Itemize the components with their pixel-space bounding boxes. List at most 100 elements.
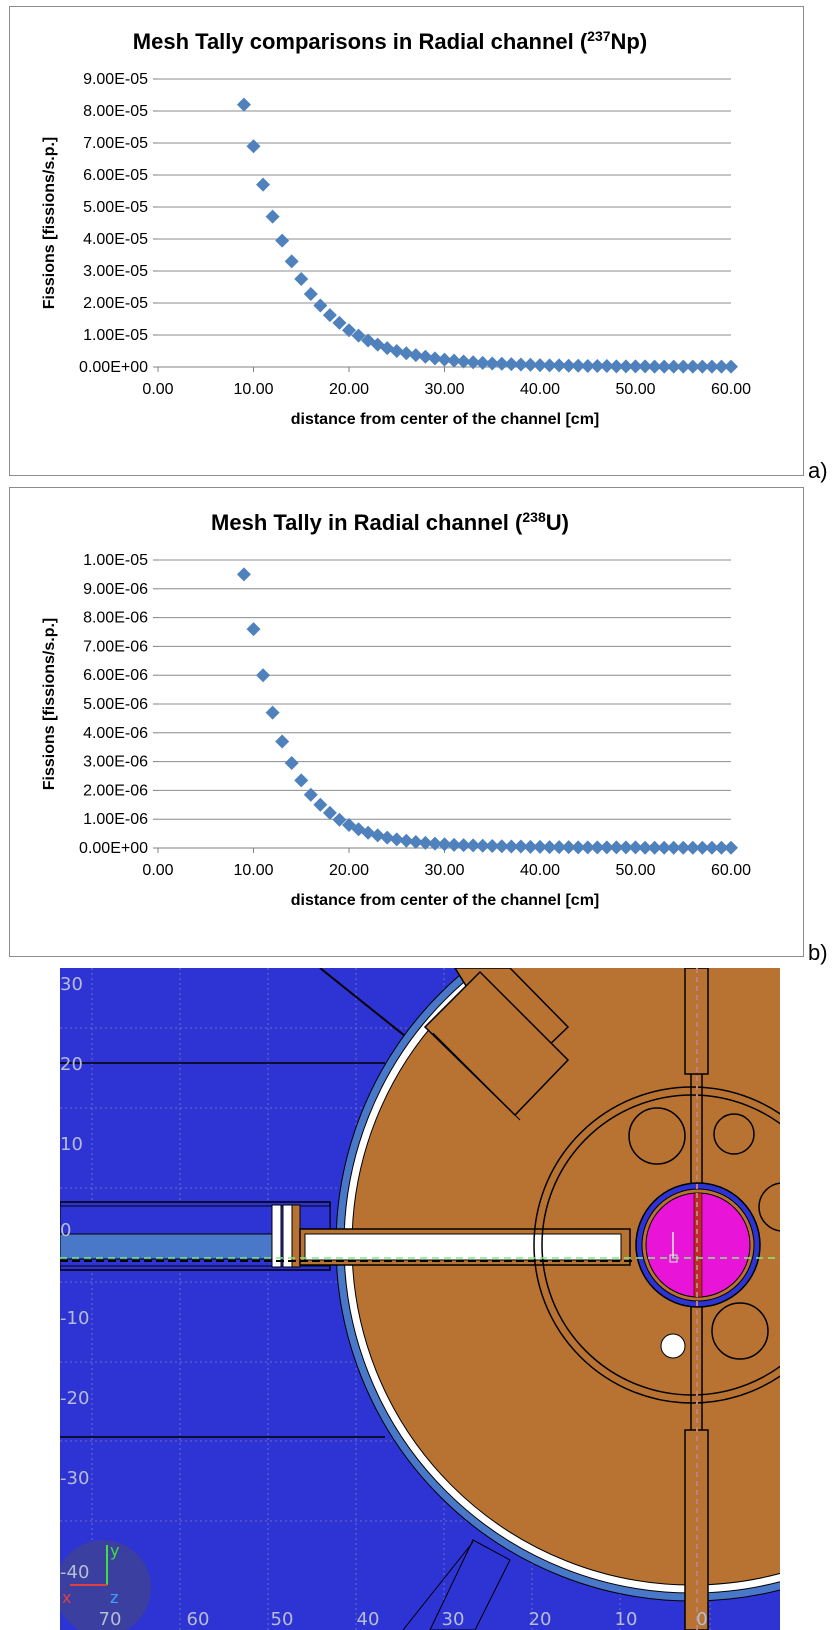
geo-x-tick-label: 0 (696, 1609, 707, 1630)
data-point (485, 356, 500, 371)
data-point (647, 840, 662, 855)
geo-x-tick-label: 40 (357, 1609, 380, 1630)
hole-4 (711, 1302, 769, 1360)
data-point (628, 359, 643, 374)
geo-x-tick-label: 20 (529, 1609, 552, 1630)
geometry-tick-labels: 30 20 10 0 -10 -20 -30 -40 70 60 50 40 30 20 10 0 (60, 974, 708, 1630)
data-point (284, 254, 299, 269)
data-point (236, 567, 251, 582)
data-point (494, 839, 509, 854)
y-tick-label: 1.00E-05 (83, 327, 148, 344)
data-point (618, 359, 633, 374)
x-tick-label: 10.00 (233, 381, 273, 398)
x-tick-label: 50.00 (615, 381, 655, 398)
y-axis-title: Fissions [fissions/s.p.] (41, 137, 58, 309)
geo-y-tick-label: -10 (60, 1308, 89, 1329)
data-point (265, 705, 280, 720)
data-point (695, 359, 710, 374)
data-point (399, 833, 414, 848)
data-point (236, 97, 251, 112)
data-point (580, 840, 595, 855)
data-point (265, 209, 280, 224)
data-point (456, 838, 471, 853)
data-point (676, 840, 691, 855)
geo-x-tick-label: 50 (271, 1609, 294, 1630)
data-point (380, 830, 395, 845)
data-point (275, 233, 290, 248)
data-point (638, 359, 653, 374)
data-point (418, 349, 433, 364)
data-point (408, 834, 423, 849)
chart-panel-a: Mesh Tally comparisons in Radial channel… (9, 6, 804, 476)
data-point (427, 836, 442, 851)
data-point (294, 773, 309, 788)
vertical-channel-top (684, 968, 709, 1075)
panel-label-a: a) (808, 458, 828, 483)
data-point (542, 358, 557, 373)
data-point (504, 839, 519, 854)
geo-y-tick-label: -40 (60, 1562, 89, 1583)
data-point (475, 838, 490, 853)
x-tick-label: 0.00 (142, 381, 173, 398)
x-axis-title: distance from center of the channel [cm] (291, 411, 600, 428)
data-point (647, 359, 662, 374)
data-point (389, 832, 404, 847)
data-point (246, 622, 261, 637)
data-point (322, 308, 337, 323)
chart-a-svg: Mesh Tally comparisons in Radial channel… (41, 28, 751, 428)
data-point (523, 839, 538, 854)
y-tick-label: 2.00E-06 (83, 782, 148, 799)
core-ring-outer (533, 1086, 780, 1404)
data-point (513, 357, 528, 372)
geo-x-tick-label: 70 (99, 1609, 122, 1630)
gizmo-z-label: z (110, 1588, 118, 1607)
data-point (284, 756, 299, 771)
data-point (676, 359, 691, 374)
data-point (275, 734, 290, 749)
x-tick-label: 20.00 (329, 381, 369, 398)
data-point (447, 353, 462, 368)
data-point (351, 822, 366, 837)
chart-title: Mesh Tally comparisons in Radial channel… (133, 28, 647, 54)
x-tick-label: 30.00 (424, 381, 464, 398)
y-tick-label: 7.00E-06 (83, 638, 148, 655)
angled-insert-edge (432, 1032, 521, 1121)
data-point (351, 328, 366, 343)
data-point (332, 315, 347, 330)
data-point (599, 359, 614, 374)
hole-1 (628, 1107, 686, 1165)
chart-title-superscript: 238 (522, 509, 546, 525)
data-point (552, 358, 567, 373)
data-point (657, 359, 672, 374)
data-point (342, 323, 356, 338)
data-point (571, 840, 586, 855)
y-tick-label: 3.00E-06 (83, 754, 148, 771)
data-point (599, 840, 614, 855)
geo-x-tick-label: 10 (615, 1609, 638, 1630)
data-point (628, 840, 643, 855)
x-tick-label: 40.00 (520, 381, 560, 398)
y-tick-label: 4.00E-06 (83, 725, 148, 742)
y-tick-label: 3.00E-05 (83, 263, 148, 280)
lower-channel (429, 1539, 511, 1630)
data-point (609, 840, 624, 855)
data-point (332, 812, 347, 827)
diagonal-line-top (319, 968, 421, 1049)
gizmo-y-label: y (110, 1541, 119, 1560)
data-point (724, 359, 738, 374)
data-point (294, 272, 309, 286)
data-point (485, 838, 500, 853)
x-tick-label: 50.00 (615, 862, 655, 879)
data-point (256, 668, 271, 683)
chart-b-svg: Mesh Tally in Radial channel (238U) 0.00E… (41, 509, 751, 909)
data-point (313, 797, 328, 812)
data-point (561, 358, 576, 373)
data-point (533, 358, 547, 373)
data-point (618, 840, 633, 855)
data-point (466, 355, 481, 370)
chart-title-end: U) (546, 510, 569, 535)
y-tick-label: 7.00E-05 (83, 135, 148, 152)
data-point (504, 357, 519, 372)
data-point (685, 840, 700, 855)
